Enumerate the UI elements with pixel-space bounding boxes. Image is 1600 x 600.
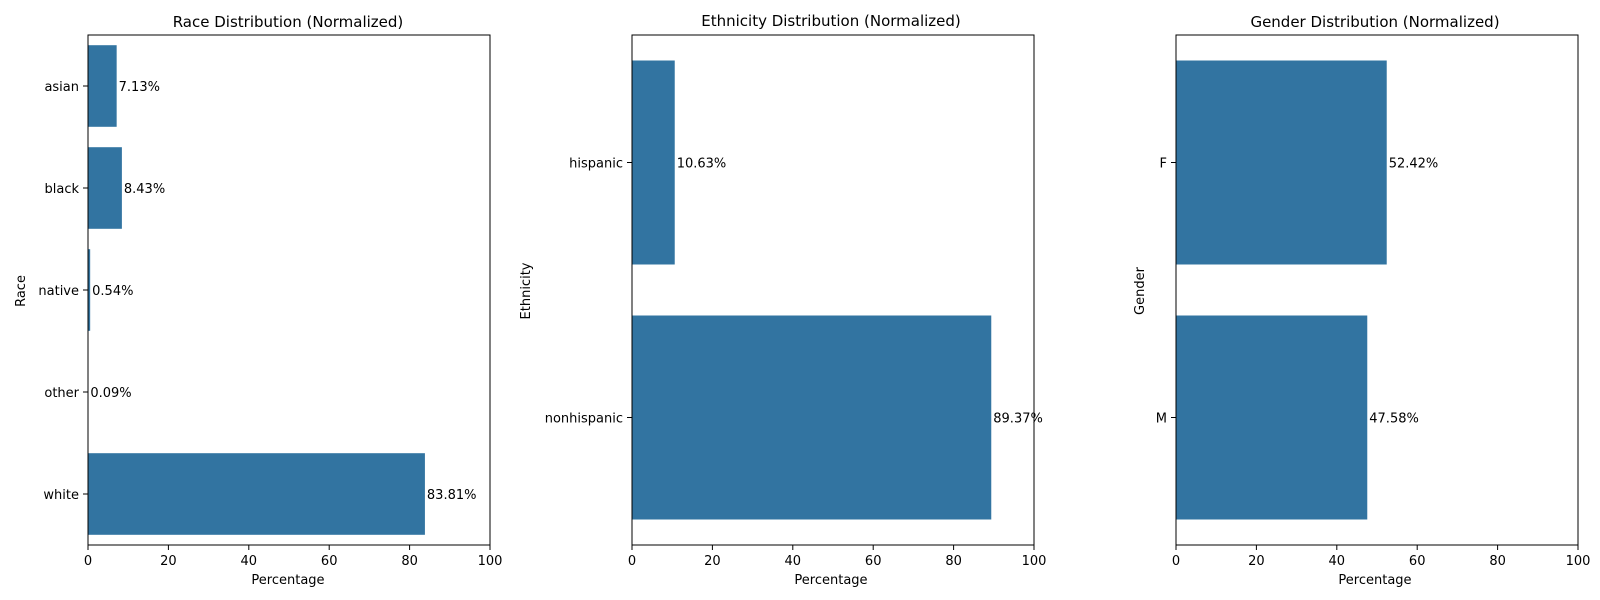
gender-y-tick-label: F: [1160, 157, 1167, 172]
ethnicity-chart: Ethnicity Distribution (Normalized) Perc…: [519, 12, 1046, 588]
race-bar: [88, 147, 122, 229]
race-x-tick-label: 80: [401, 554, 418, 569]
race-chart-marks: asian 7.13% black 8.43% native 0.54% other 0.09…: [38, 34, 503, 569]
ethnicity-x-tick-label: 0: [628, 554, 636, 569]
ethnicity-x-tick-label: 60: [865, 554, 882, 569]
gender-chart-xlabel: Percentage: [1338, 573, 1411, 588]
ethnicity-plot-frame: [631, 34, 1035, 546]
gender-x-tick-label: 60: [1409, 554, 1426, 569]
ethnicity-data-label: 10.63%: [677, 157, 727, 172]
race-bar: [88, 453, 425, 535]
race-data-label: 0.09%: [90, 386, 131, 401]
race-chart-ylabel: Race: [14, 275, 29, 307]
gender-x-tick-label: 0: [1172, 554, 1180, 569]
gender-chart: Gender Distribution (Normalized) Percent…: [1133, 13, 1590, 588]
race-plot-frame: [87, 34, 491, 546]
gender-bar: [1176, 315, 1368, 520]
race-bar: [88, 249, 91, 331]
gender-x-tick-label: 100: [1566, 554, 1591, 569]
ethnicity-bar: [632, 315, 992, 520]
ethnicity-x-tick-label: 80: [945, 554, 962, 569]
gender-x-tick-label: 40: [1329, 554, 1346, 569]
ethnicity-chart-ylabel: Ethnicity: [519, 262, 534, 319]
race-chart-xlabel: Percentage: [251, 573, 324, 588]
race-y-tick-label: white: [43, 488, 79, 503]
race-data-label: 7.13%: [119, 80, 160, 95]
gender-bar: [1176, 60, 1387, 265]
ethnicity-chart-marks: hispanic 10.63% nonhispanic 89.37% 0 20 40 60 80…: [545, 34, 1047, 569]
race-y-tick-label: black: [44, 182, 79, 197]
ethnicity-chart-title: Ethnicity Distribution (Normalized): [701, 12, 961, 30]
race-bar: [88, 45, 117, 127]
ethnicity-data-label: 89.37%: [993, 412, 1043, 427]
ethnicity-y-tick-label: nonhispanic: [545, 412, 623, 427]
ethnicity-y-tick-label: hispanic: [569, 157, 623, 172]
race-x-tick-label: 0: [84, 554, 92, 569]
ethnicity-x-tick-label: 40: [785, 554, 802, 569]
race-y-tick-label: native: [38, 284, 79, 299]
ethnicity-bar: [632, 60, 675, 265]
ethnicity-x-tick-label: 20: [704, 554, 721, 569]
ethnicity-chart-xlabel: Percentage: [794, 573, 867, 588]
gender-chart-marks: F 52.42% M 47.58% 0 20 40 60 80 100: [1156, 34, 1591, 569]
race-data-label: 83.81%: [427, 488, 477, 503]
gender-chart-ylabel: Gender: [1133, 266, 1148, 315]
race-x-tick-label: 60: [321, 554, 338, 569]
gender-chart-title: Gender Distribution (Normalized): [1250, 13, 1499, 31]
race-chart: Race Distribution (Normalized) Percentag…: [14, 13, 502, 588]
gender-y-tick-label: M: [1156, 412, 1167, 427]
race-x-tick-label: 20: [160, 554, 177, 569]
gender-data-label: 52.42%: [1389, 157, 1439, 172]
race-data-label: 0.54%: [92, 284, 133, 299]
race-x-tick-label: 100: [478, 554, 503, 569]
race-y-tick-label: other: [44, 386, 79, 401]
gender-plot-frame: [1175, 34, 1579, 546]
race-data-label: 8.43%: [124, 182, 165, 197]
race-y-tick-label: asian: [44, 80, 79, 95]
gender-x-tick-label: 80: [1489, 554, 1506, 569]
gender-data-label: 47.58%: [1369, 412, 1419, 427]
race-x-tick-label: 40: [241, 554, 258, 569]
race-chart-title: Race Distribution (Normalized): [173, 13, 404, 31]
gender-x-tick-label: 20: [1248, 554, 1265, 569]
ethnicity-x-tick-label: 100: [1022, 554, 1047, 569]
